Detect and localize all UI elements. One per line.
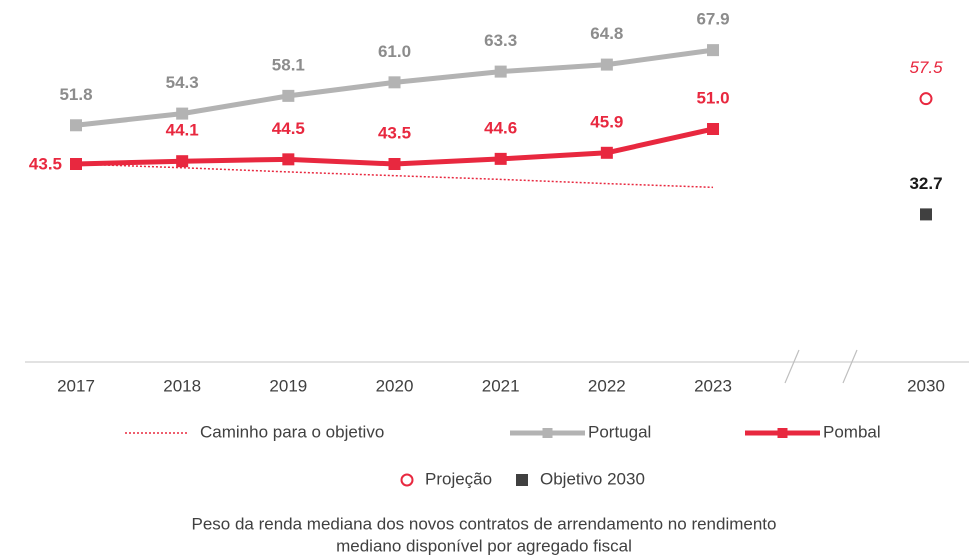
point: [176, 155, 189, 168]
data-label: 54.3: [166, 73, 199, 92]
data-label: 32.7: [909, 174, 942, 193]
point: [494, 152, 507, 165]
legend-label: Caminho para o objetivo: [200, 422, 384, 441]
data-label: 58.1: [272, 55, 305, 74]
data-label: 51.0: [696, 88, 729, 107]
legend-label: Pombal: [823, 422, 881, 441]
x-tick-label: 2019: [269, 376, 307, 395]
point: [282, 89, 295, 102]
data-label: 67.9: [696, 10, 729, 29]
x-tick-label: 2022: [588, 376, 626, 395]
data-label: 57.5: [909, 58, 943, 77]
x-tick-label: 2020: [376, 376, 414, 395]
legend-label: Projeção: [425, 469, 492, 488]
data-label: 43.5: [378, 123, 411, 142]
point: [388, 76, 401, 89]
caption: mediano disponível por agregado fiscal: [336, 536, 632, 555]
point: [707, 44, 720, 57]
data-label: 44.1: [166, 121, 199, 140]
point: [176, 107, 189, 120]
point: [494, 65, 507, 78]
point: [388, 158, 401, 170]
point: [282, 153, 295, 166]
x-tick-label: 2023: [694, 376, 732, 395]
point: [70, 119, 82, 132]
legend-marker: [777, 428, 788, 438]
legend-marker: [400, 473, 414, 487]
caption: Peso da renda mediana dos novos contrato…: [192, 514, 777, 533]
point: [600, 58, 613, 71]
data-label: 63.3: [484, 31, 517, 50]
axis-break: [842, 349, 858, 384]
data-label: 43.5: [29, 154, 62, 173]
legend-label: Objetivo 2030: [540, 469, 645, 488]
axis-break: [784, 349, 800, 384]
data-label: 51.8: [59, 85, 92, 104]
legend-marker: [542, 428, 553, 438]
x-tick-label: 2017: [57, 376, 95, 395]
point: [600, 146, 613, 159]
data-label: 61.0: [378, 42, 411, 61]
x-tick-label: 2030: [907, 376, 945, 395]
data-label: 45.9: [590, 112, 623, 131]
data-label: 44.5: [272, 119, 305, 138]
x-tick-label: 2018: [163, 376, 201, 395]
x-tick-label: 2021: [482, 376, 520, 395]
legend-label: Portugal: [588, 422, 651, 441]
point: [919, 92, 933, 106]
point: [70, 158, 82, 170]
point: [920, 208, 932, 221]
legend-marker: [516, 474, 528, 486]
point: [707, 123, 720, 135]
data-label: 64.8: [590, 24, 623, 43]
data-label: 44.6: [484, 118, 517, 137]
